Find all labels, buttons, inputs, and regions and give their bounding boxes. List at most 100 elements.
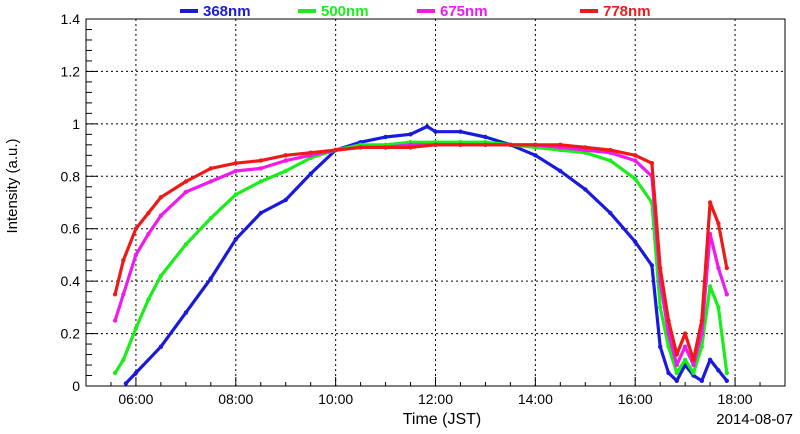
x-tick-label: 18:00: [718, 391, 753, 407]
data-point: [508, 142, 513, 147]
data-point: [183, 242, 189, 247]
series-368nm: [123, 124, 729, 386]
data-point: [183, 310, 189, 315]
legend-item: 368nm: [180, 3, 251, 20]
data-point: [258, 158, 263, 163]
data-point: [724, 378, 729, 383]
data-point: [658, 305, 663, 310]
data-point: [666, 331, 671, 336]
data-point: [707, 357, 713, 362]
data-point: [649, 161, 655, 166]
data-point: [666, 370, 671, 376]
legend-label: 500nm: [321, 3, 369, 20]
data-point: [121, 258, 126, 263]
data-point: [608, 147, 613, 153]
data-point: [674, 352, 679, 357]
data-point: [433, 129, 438, 134]
data-point: [158, 213, 164, 218]
data-point: [146, 231, 151, 237]
data-point: [233, 237, 238, 242]
data-point: [707, 284, 713, 289]
data-point: [183, 189, 189, 195]
data-point: [674, 370, 679, 376]
data-point: [233, 192, 238, 197]
data-point: [682, 344, 688, 349]
data-point: [699, 344, 704, 349]
legend: 368nm 500nm 675nm 778nm: [180, 3, 651, 20]
data-point: [158, 344, 164, 349]
data-point: [716, 221, 721, 226]
data-point: [658, 265, 663, 271]
data-point: [558, 142, 563, 147]
y-tick-label: 0.4: [61, 273, 81, 289]
data-point: [691, 370, 696, 376]
data-point: [383, 134, 388, 140]
data-point: [258, 179, 263, 184]
series-line: [113, 143, 729, 362]
data-point: [458, 129, 463, 134]
x-tick-label: 10:00: [318, 391, 353, 407]
data-point: [716, 265, 721, 271]
data-point: [724, 292, 729, 297]
data-point: [358, 145, 363, 150]
y-tick-label: 0.6: [61, 221, 81, 237]
data-point: [716, 305, 721, 310]
date-label: 2014-08-07: [716, 411, 793, 428]
data-point: [699, 318, 704, 323]
data-point: [208, 166, 213, 171]
x-tick-label: 12:00: [418, 391, 453, 407]
legend-item: 500nm: [298, 3, 369, 20]
data-point: [674, 378, 679, 383]
data-point: [383, 145, 388, 150]
data-point: [133, 252, 139, 258]
data-point: [283, 168, 288, 174]
x-tick-label: 08:00: [218, 391, 253, 407]
data-point: [333, 147, 338, 153]
data-point: [608, 210, 613, 216]
data-point: [691, 357, 696, 362]
data-point: [649, 263, 655, 268]
y-tick-label: 1: [72, 116, 80, 132]
data-point: [458, 142, 463, 147]
data-point: [183, 179, 189, 184]
data-point: [283, 197, 288, 203]
data-point: [658, 344, 663, 349]
y-tick-label: 1.4: [61, 11, 81, 27]
y-axis-label: Intensity (a.u.): [4, 138, 21, 233]
data-point: [208, 216, 213, 221]
data-point: [121, 357, 126, 362]
series-778nm: [112, 142, 729, 362]
data-point: [408, 145, 413, 150]
y-tick-label: 0: [72, 378, 80, 394]
data-point: [208, 179, 213, 184]
x-tick-label: 06:00: [118, 391, 153, 407]
data-point: [533, 153, 538, 158]
data-point: [158, 273, 164, 279]
data-point: [133, 370, 139, 376]
series-layer: [112, 124, 729, 386]
legend-label: 368nm: [203, 3, 251, 20]
data-point: [233, 168, 238, 174]
data-point: [682, 331, 688, 336]
y-tick-label: 0.2: [61, 326, 81, 342]
y-tick-label: 1.2: [61, 63, 81, 79]
data-point: [716, 368, 721, 373]
series-500nm: [112, 140, 729, 376]
data-point: [682, 357, 688, 362]
data-point: [283, 158, 288, 163]
data-point: [112, 318, 118, 323]
data-point: [724, 370, 729, 376]
data-point: [583, 145, 588, 150]
data-point: [408, 132, 413, 137]
data-point: [483, 142, 488, 147]
x-tick-label: 14:00: [518, 391, 553, 407]
data-point: [308, 150, 313, 155]
x-axis-label: Time (JST): [403, 411, 482, 428]
legend-item: 778nm: [580, 3, 651, 20]
legend-item: 675nm: [417, 3, 488, 20]
data-point: [112, 370, 118, 376]
data-point: [133, 326, 139, 331]
data-point: [146, 210, 151, 216]
y-tick-label: 0.8: [61, 168, 81, 184]
data-point: [112, 292, 118, 297]
